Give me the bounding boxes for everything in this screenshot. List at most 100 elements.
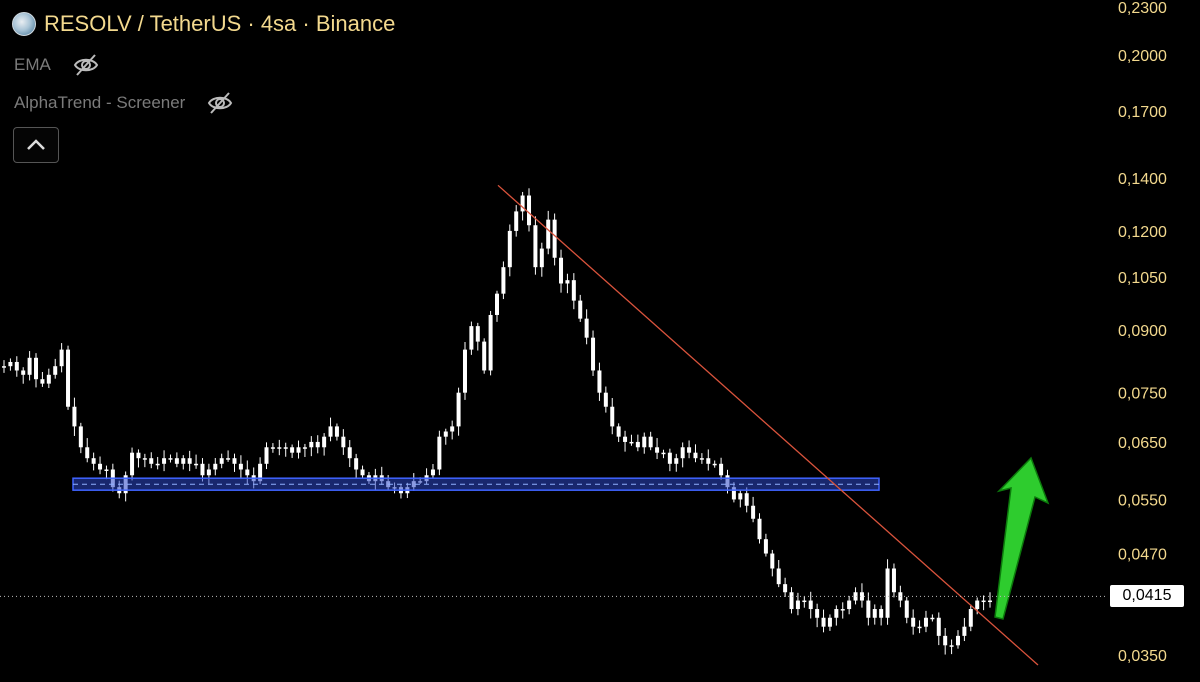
candle-body bbox=[507, 230, 512, 268]
indicator-label: AlphaTrend - Screener bbox=[14, 93, 186, 112]
candle-body bbox=[917, 626, 922, 629]
candle-body bbox=[14, 361, 19, 371]
y-tick-label: 0,1700 bbox=[1118, 104, 1167, 121]
candle-body bbox=[200, 463, 205, 476]
candle-body bbox=[85, 447, 90, 459]
y-tick-label: 0,2000 bbox=[1118, 48, 1167, 65]
candle-body bbox=[469, 326, 474, 350]
candle-body bbox=[795, 600, 800, 610]
candle-body bbox=[136, 452, 141, 459]
symbol-title[interactable]: RESOLV / TetherUS · 4sa · Binance bbox=[44, 11, 396, 36]
candle-body bbox=[72, 406, 77, 427]
candle-body bbox=[667, 452, 672, 464]
candle-body bbox=[603, 392, 608, 407]
indicator-alphatrend[interactable]: AlphaTrend - Screener bbox=[14, 90, 233, 116]
candle-body bbox=[712, 463, 717, 466]
candle-body bbox=[315, 441, 320, 448]
candle-body bbox=[443, 431, 448, 437]
candle-body bbox=[495, 293, 499, 315]
candle-body bbox=[46, 374, 51, 384]
candle-body bbox=[827, 617, 832, 627]
candle-body bbox=[943, 635, 948, 646]
candle-body bbox=[911, 617, 916, 627]
candle-body bbox=[891, 568, 896, 593]
candle-body bbox=[904, 600, 909, 618]
candle-body bbox=[296, 447, 301, 453]
collapse-legend-button[interactable] bbox=[13, 127, 59, 163]
candle-body bbox=[936, 617, 941, 636]
candle-body bbox=[168, 458, 173, 460]
eye-off-icon[interactable] bbox=[73, 52, 99, 78]
candle-body bbox=[616, 426, 621, 437]
candle-body bbox=[981, 600, 986, 603]
candle-body bbox=[501, 267, 506, 294]
candle-body bbox=[975, 600, 980, 610]
candle-body bbox=[302, 447, 307, 449]
candle-body bbox=[290, 447, 295, 453]
y-tick-label: 0,0470 bbox=[1118, 547, 1167, 564]
candle-body bbox=[456, 392, 461, 427]
candle-body bbox=[642, 436, 647, 448]
candle-body bbox=[885, 568, 890, 618]
candle-body bbox=[930, 617, 935, 620]
candle-body bbox=[475, 326, 480, 342]
candle-body bbox=[53, 366, 58, 375]
indicator-ema[interactable]: EMA bbox=[14, 52, 99, 78]
candle-body bbox=[91, 458, 96, 464]
y-tick-label: 0,2300 bbox=[1118, 0, 1167, 17]
y-tick-label: 0,1200 bbox=[1118, 224, 1167, 241]
candle-body bbox=[623, 436, 628, 442]
candle-body bbox=[744, 493, 749, 506]
candle-body bbox=[866, 600, 871, 618]
candle-body bbox=[655, 447, 660, 453]
eye-off-icon[interactable] bbox=[207, 90, 233, 116]
candle-body bbox=[738, 493, 743, 500]
candle-body bbox=[648, 436, 653, 448]
candle-body bbox=[680, 447, 685, 459]
candle-body bbox=[270, 447, 275, 449]
candle-body bbox=[155, 463, 160, 466]
candle-body bbox=[462, 349, 467, 393]
candle-body bbox=[949, 645, 954, 647]
candle-body bbox=[226, 458, 231, 460]
candle-body bbox=[597, 370, 602, 393]
candle-body bbox=[21, 370, 26, 375]
candle-body bbox=[130, 452, 135, 476]
y-tick-label: 0,1050 bbox=[1118, 270, 1167, 287]
candle-body bbox=[514, 211, 519, 231]
candle-body bbox=[334, 426, 339, 437]
candle-body bbox=[546, 219, 551, 249]
candle-body bbox=[527, 195, 532, 226]
candle-body bbox=[8, 361, 13, 367]
candle-body bbox=[283, 447, 288, 449]
candle-body bbox=[174, 458, 179, 464]
candle-body bbox=[219, 458, 224, 464]
candle-body bbox=[719, 463, 724, 476]
candle-body bbox=[66, 349, 71, 407]
candle-body bbox=[238, 463, 243, 470]
candle-series bbox=[2, 188, 992, 655]
candle-body bbox=[194, 463, 199, 466]
candle-body bbox=[770, 553, 775, 569]
candle-body bbox=[635, 441, 640, 448]
candle-body bbox=[27, 357, 32, 375]
y-tick-label: 0,0900 bbox=[1118, 323, 1167, 340]
candle-body bbox=[149, 458, 154, 464]
chevron-up-icon bbox=[27, 139, 45, 150]
candle-body bbox=[341, 436, 346, 448]
candle-body bbox=[834, 609, 839, 618]
candle-body bbox=[142, 458, 147, 460]
candle-body bbox=[955, 635, 960, 646]
candle-body bbox=[629, 441, 634, 444]
candle-body bbox=[802, 600, 807, 603]
candle-body bbox=[328, 426, 333, 437]
candle-body bbox=[533, 225, 538, 268]
candle-body bbox=[488, 314, 493, 371]
candle-body bbox=[693, 452, 698, 459]
candle-body bbox=[59, 349, 64, 367]
candle-body bbox=[840, 609, 845, 611]
candle-body bbox=[763, 539, 768, 554]
y-tick-label: 0,0550 bbox=[1118, 492, 1167, 509]
price-axis[interactable]: 0,2300 0,2000 0,1700 0,1400 0,1200 0,1050 0,09… bbox=[1118, 0, 1167, 665]
